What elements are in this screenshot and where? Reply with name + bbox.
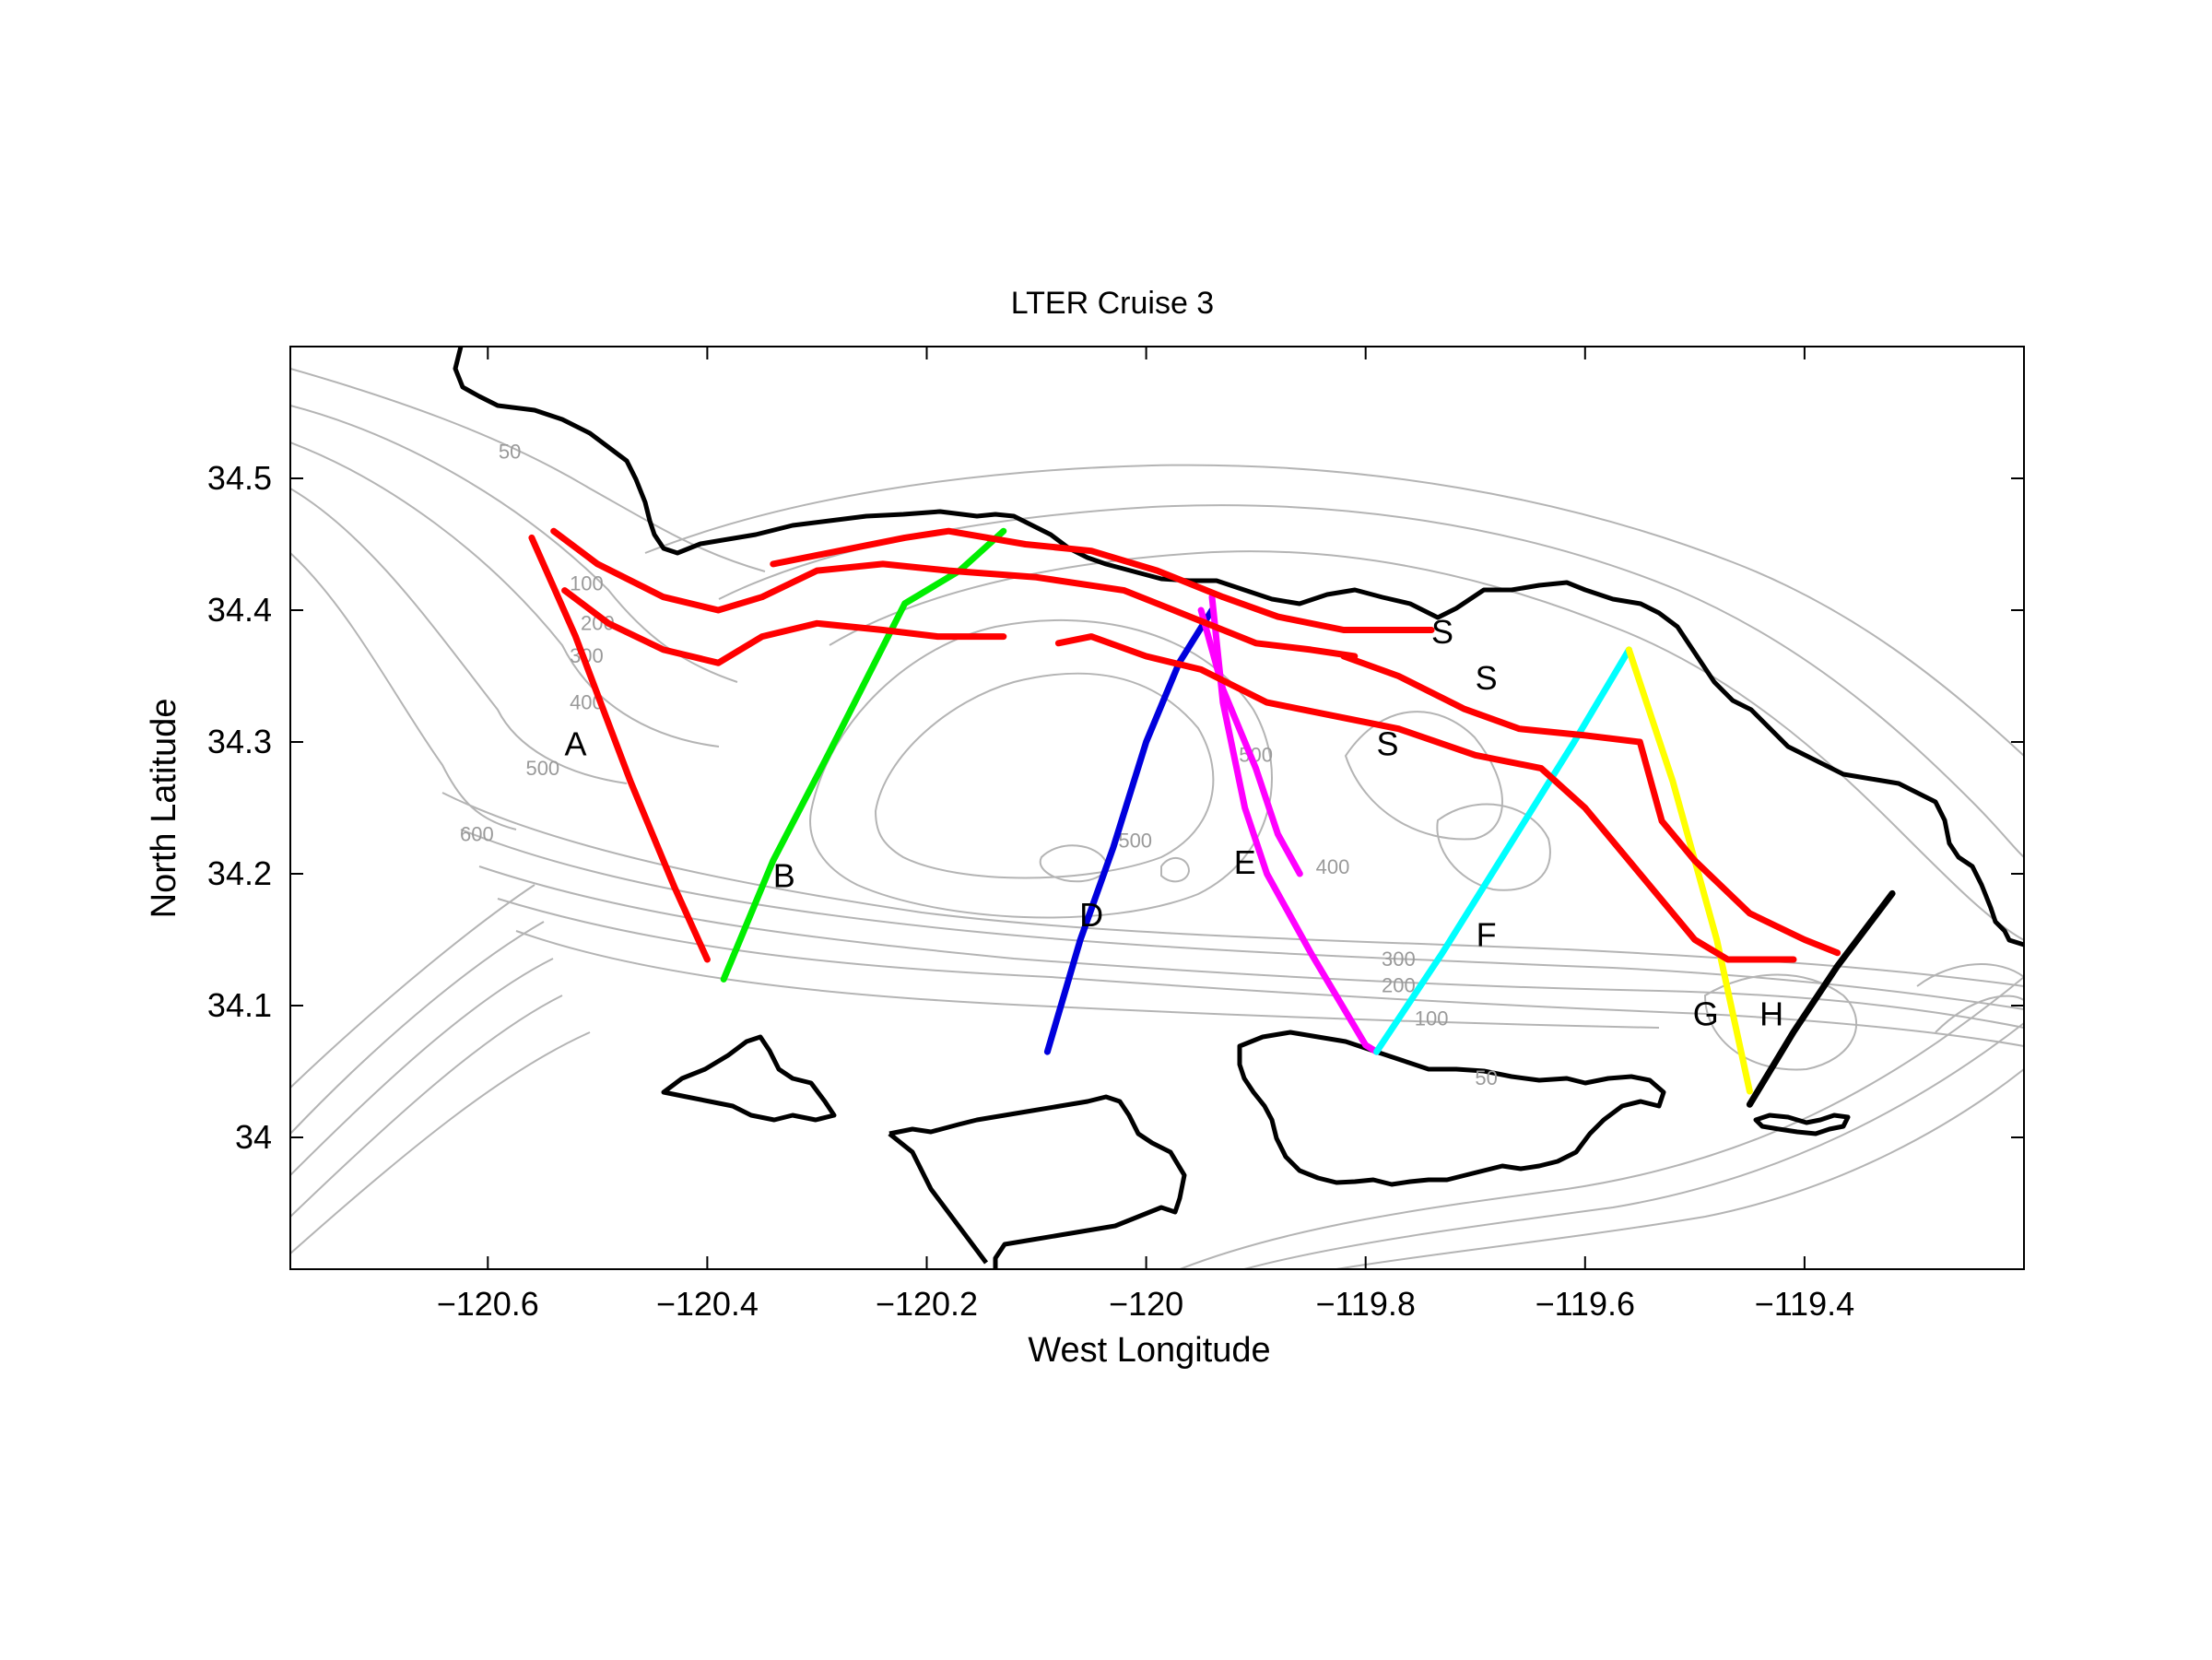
y-tick-label: 34.5 (207, 459, 272, 497)
y-tick-label: 34.2 (207, 854, 272, 892)
transect-label-b: B (773, 856, 795, 894)
transect-label-d: D (1079, 896, 1103, 934)
contour-line (290, 921, 545, 1135)
contour-line (874, 672, 1215, 879)
y-tick-label: 34.3 (207, 723, 272, 760)
contour-line (460, 829, 2024, 1010)
contour-line (1344, 711, 1503, 841)
contour-depth-label: 300 (1382, 948, 1416, 971)
contour-line (290, 368, 766, 572)
contour-line (829, 550, 2024, 941)
transect-s-track (1340, 653, 1841, 957)
y-tick-label: 34.4 (207, 591, 272, 629)
contour-depth-label: 100 (570, 572, 604, 595)
y-axis-label: North Latitude (145, 699, 183, 919)
contour-line (497, 898, 2024, 1047)
contour-line (718, 504, 2024, 858)
map-title: LTER Cruise 3 (1011, 286, 1214, 321)
contour-line (290, 995, 563, 1218)
contour-line (515, 930, 1660, 1029)
transect-b-track (720, 527, 1007, 983)
x-tick-label: −120.2 (876, 1285, 978, 1323)
transect-s-track (561, 587, 1007, 666)
contour-line (1436, 803, 1551, 891)
x-tick-label: −119.6 (1535, 1285, 1635, 1323)
transect-e-track (1208, 594, 1381, 1055)
contour-line (290, 884, 535, 1089)
contour-line (644, 464, 2024, 757)
contour-line (1916, 963, 2024, 987)
transect-label-s: S (1476, 659, 1498, 697)
contour-depth-label: 600 (460, 822, 494, 845)
contour-line (1703, 973, 1858, 1071)
contour-line (441, 792, 2024, 987)
san-miguel-island (661, 1034, 837, 1123)
contour-line (290, 552, 517, 830)
contour-depth-label: 50 (499, 441, 521, 464)
contour-line (1243, 1022, 2024, 1269)
contour-line (290, 1031, 591, 1254)
mainland-coastline (453, 347, 2024, 948)
transect-label-s: S (1376, 724, 1398, 762)
contour-depth-label: 500 (525, 757, 559, 780)
contour-line (1160, 857, 1191, 883)
contour-line (1179, 976, 2024, 1269)
x-tick-label: −120.6 (437, 1285, 539, 1323)
x-tick-label: −120 (1109, 1285, 1183, 1323)
transect-e-track (1197, 606, 1303, 877)
contour-line (290, 441, 720, 748)
transect-s-track (550, 527, 1359, 660)
contour-line (290, 488, 628, 784)
contour-line (1935, 995, 2024, 1033)
transect-s-track (1054, 633, 1797, 963)
contour-depth-label: 100 (1415, 1007, 1449, 1030)
y-axis-ticks: 34 34.1 34.2 34.3 34.4 34.5 (207, 459, 2024, 1156)
bathymetry-contours (290, 368, 2024, 1269)
anacapa-island (1753, 1113, 1851, 1136)
transect-d-track (1043, 606, 1216, 1055)
x-axis-label: West Longitude (1028, 1331, 1270, 1370)
transect-label-a: A (565, 724, 587, 762)
contour-depth-label: 50 (1475, 1066, 1497, 1089)
x-tick-label: −119.4 (1755, 1285, 1854, 1323)
santa-rosa-island (888, 1094, 1187, 1269)
y-tick-label: 34 (235, 1118, 272, 1156)
contour-line (290, 958, 554, 1176)
transect-label-f: F (1477, 916, 1497, 954)
santa-rosa-island-west (888, 1132, 988, 1265)
transect-label-h: H (1759, 995, 1783, 1032)
contour-line (809, 618, 1273, 919)
contour-depth-label: 200 (1382, 974, 1416, 997)
x-tick-label: −119.8 (1315, 1285, 1415, 1323)
transect-label-g: G (1693, 995, 1719, 1032)
transect-label-s: S (1431, 613, 1453, 651)
transect-label-e: E (1234, 843, 1256, 881)
coastline (453, 347, 2024, 1269)
transect-tracks (528, 527, 1896, 1108)
x-tick-label: −120.4 (656, 1285, 759, 1323)
transect-g-track (1625, 646, 1753, 1095)
contour-depth-label: 500 (1118, 829, 1152, 852)
y-tick-label: 34.1 (207, 986, 272, 1024)
transect-f-track (1373, 646, 1632, 1055)
contour-depth-label: 400 (1316, 855, 1350, 878)
santa-cruz-island (1237, 1030, 1666, 1187)
x-axis-ticks: −120.6 −120.4 −120.2 −120 −119.8 −119.6 −119.4 (437, 347, 1854, 1323)
contour-line (478, 865, 2024, 1029)
transect-s-track (770, 527, 1435, 633)
transect-a-track (528, 534, 711, 963)
contour-line (1335, 1068, 2024, 1269)
plot-frame (289, 346, 2025, 1270)
transect-h-track (1746, 889, 1896, 1108)
